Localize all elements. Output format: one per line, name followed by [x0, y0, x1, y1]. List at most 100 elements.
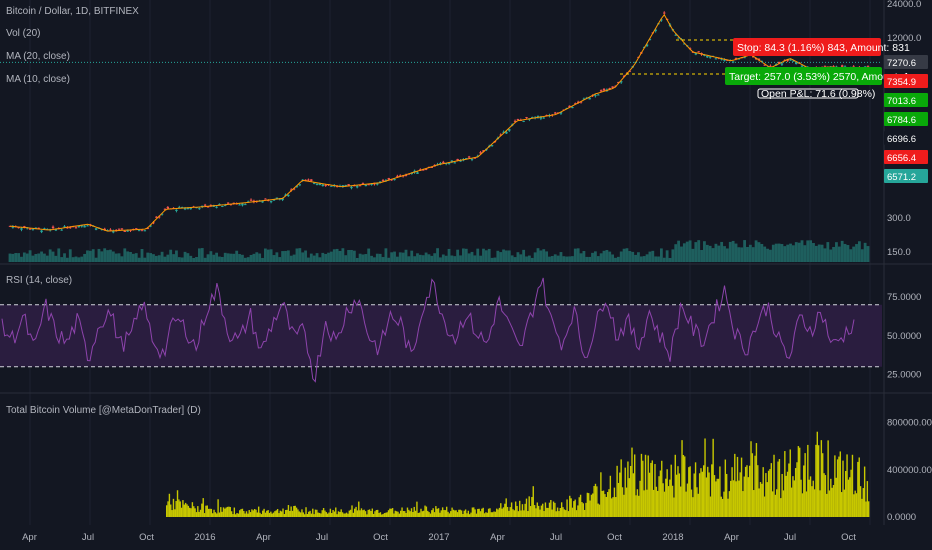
volume-bar [224, 508, 226, 517]
candle-body [531, 117, 534, 119]
volume-bar [520, 510, 522, 517]
volume-bar [193, 506, 195, 517]
volume-bar [149, 253, 153, 262]
candle-body [602, 88, 606, 91]
volume-bar [234, 514, 237, 517]
candle-body [568, 105, 571, 108]
volume-bar [789, 449, 791, 517]
volume-bar [760, 244, 764, 262]
price-axis[interactable]: 24000.0 12000.0 300.0 150.0 [887, 0, 921, 258]
volume-bar [276, 508, 279, 517]
volume-bar [776, 489, 778, 517]
total-volume-title[interactable]: Total Bitcoin Volume [@MetaDonTrader] (D… [6, 405, 201, 416]
candle-body [347, 184, 350, 186]
total-volume-panel[interactable]: 800000.0000 400000.0000 0.0000 [166, 418, 932, 523]
volume-bar [352, 250, 356, 262]
volume-bar [698, 473, 701, 517]
target-order-label[interactable] [725, 67, 882, 85]
volume-bar [700, 468, 702, 517]
volume-bar [728, 241, 732, 262]
volume-bar [579, 494, 582, 517]
study-ma10-label[interactable]: MA (10, close) [6, 74, 70, 85]
volume-bar [720, 496, 722, 517]
volume-bar [114, 253, 118, 262]
study-ma20-label[interactable]: MA (20, close) [6, 51, 70, 62]
volume-bar [748, 244, 752, 262]
volume-bar [256, 512, 259, 517]
volume-bar [796, 462, 798, 517]
volume-bar [31, 255, 35, 262]
volume-bar [654, 464, 656, 517]
volume-bar [381, 257, 385, 262]
volume-bar [713, 475, 716, 517]
volume-bar [375, 509, 378, 517]
volume-bar [697, 240, 701, 262]
volume-bar [367, 248, 371, 262]
volume-bar [793, 480, 796, 517]
stop-order-label[interactable] [733, 38, 881, 56]
volume-bar [317, 512, 319, 517]
volume-bar [826, 242, 830, 262]
volume-bar [395, 256, 399, 262]
volume-bar [688, 467, 690, 517]
volume-bar [730, 480, 732, 517]
volume-bar [441, 507, 444, 517]
candle-body [249, 199, 253, 201]
rsi-title[interactable]: RSI (14, close) [6, 275, 72, 286]
position-pnl-box[interactable] [757, 88, 859, 99]
total-volume-axis[interactable]: 800000.0000 400000.0000 0.0000 [887, 418, 932, 523]
volume-bar [694, 462, 697, 517]
volume-bar [671, 485, 674, 517]
volume-bar [274, 511, 276, 517]
volume-bar [413, 506, 415, 517]
volume-bar [807, 444, 809, 517]
volume-bar [441, 254, 445, 262]
volume-bar [201, 503, 203, 517]
volume-bar [769, 469, 771, 517]
position-overlay[interactable]: Open P&L: 71.6 (0.98%) Stop: 84.3 (1.16%… [620, 38, 910, 100]
volume-bar [37, 253, 41, 262]
volume-bar [539, 250, 543, 262]
rsi-panel[interactable]: 75.0000 50.0000 25.0000 [0, 277, 921, 383]
volume-bar [740, 457, 743, 517]
volume-bar [301, 509, 303, 517]
volume-bar [496, 250, 500, 262]
volume-bar [682, 243, 686, 262]
candle-body [261, 201, 264, 203]
volume-bar [444, 255, 448, 262]
volume-bar [656, 490, 659, 517]
volume-bar [473, 507, 475, 517]
volume-bar [568, 256, 571, 262]
volume-bar [126, 251, 130, 262]
volume-bar [663, 491, 666, 517]
volume-bar [314, 509, 317, 517]
volume-bar [295, 507, 298, 517]
candle-body [135, 228, 138, 230]
candle-body [160, 213, 164, 215]
candle-body [203, 204, 207, 206]
volume-bar [282, 508, 284, 517]
volume-bar [725, 248, 729, 262]
volume-bar [797, 242, 801, 262]
volume-bar [309, 253, 313, 262]
volume-bar [202, 498, 204, 517]
rsi-axis[interactable]: 75.0000 50.0000 25.0000 [887, 292, 921, 381]
volume-bar [225, 507, 227, 517]
volume-bar [431, 510, 433, 517]
volume-bar [473, 255, 477, 262]
candle-body [743, 57, 746, 59]
candle-body [628, 70, 632, 72]
volume-bar [665, 478, 667, 517]
volume-bar [750, 441, 752, 517]
volume-bar [774, 243, 778, 262]
volume-bar [289, 510, 291, 517]
volume-bar [146, 252, 150, 262]
price-panel[interactable] [0, 11, 882, 262]
volume-bar [674, 454, 676, 517]
study-vol-label[interactable]: Vol (20) [6, 28, 40, 39]
volume-bar [542, 503, 544, 517]
candle-body [677, 37, 680, 39]
time-axis[interactable]: Apr Jul Oct 2016 Apr Jul Oct 2017 Apr Jul Oct 2018 A… [22, 532, 856, 543]
volume-bar [393, 251, 396, 262]
